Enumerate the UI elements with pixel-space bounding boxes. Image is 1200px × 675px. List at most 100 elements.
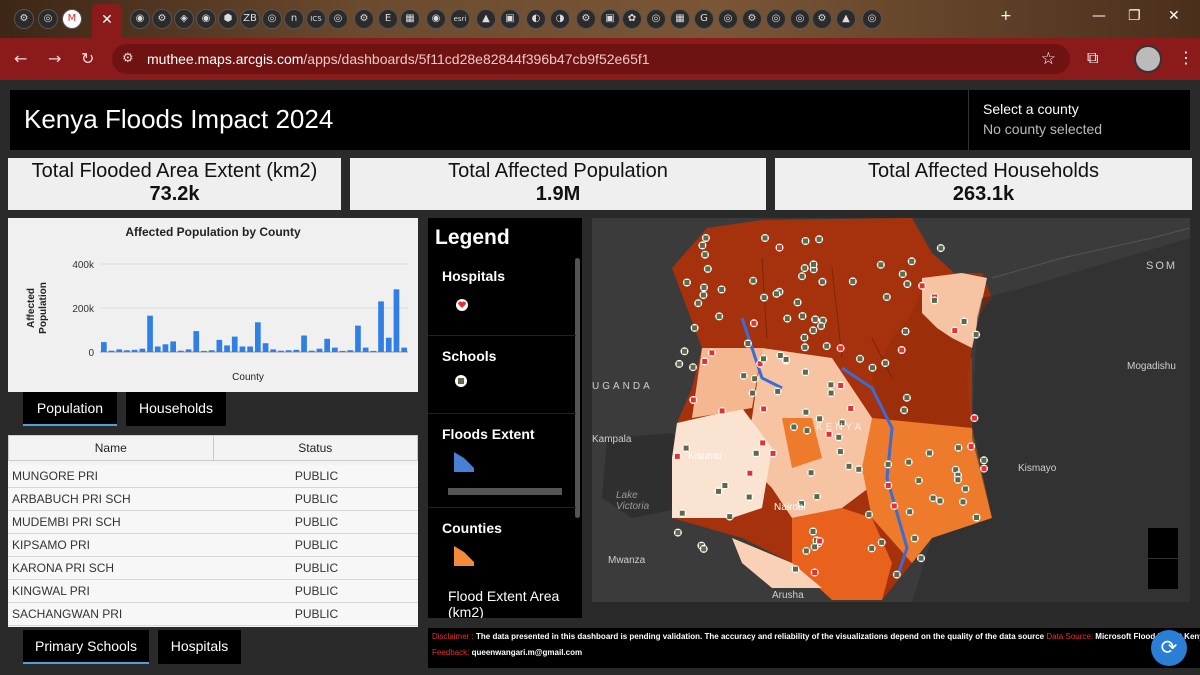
square-icon[interactable]: ▣ [500,9,520,29]
tab-households[interactable]: Households [126,392,226,426]
chart-bar[interactable] [347,350,354,352]
settings-icon[interactable]: ⚙ [354,9,374,29]
feedback-email[interactable]: queenwangari.m@gmail.com [471,648,583,657]
chart-bar[interactable] [401,347,407,352]
column-header-name[interactable]: Name [9,436,214,460]
table-row[interactable]: KARONA PRI SCH PUBLIC [8,557,418,580]
chart-bar[interactable] [170,341,176,352]
hex-icon[interactable]: ⬢ [218,9,238,29]
chart-bar[interactable] [178,350,184,352]
chart-bar[interactable] [208,350,215,352]
half-circle-icon[interactable]: ◐ [526,9,546,29]
chart-bar[interactable] [378,301,384,352]
chart-bar[interactable] [308,350,315,352]
chart-bar[interactable] [285,350,292,352]
globe-icon[interactable]: ◎ [790,9,810,29]
url-bar[interactable]: ⚙ muthee.maps.arcgis.com/apps/dashboards… [112,44,1070,74]
table-row[interactable]: KIPSAMO PRI PUBLIC [8,534,418,557]
n-icon[interactable]: n [284,9,304,29]
triangle-icon[interactable]: ▲ [476,9,496,29]
chart-bar[interactable] [193,331,200,352]
map-zoom-in-button[interactable] [1148,528,1178,558]
chart-bar[interactable] [293,349,300,352]
tab-hospitals[interactable]: Hospitals [158,630,241,664]
flower-icon[interactable]: ✿ [622,9,642,29]
table-row[interactable]: SACHANGWAN PRI PUBLIC [8,603,418,626]
globe-icon[interactable]: ◉ [130,9,150,29]
chart-bar[interactable] [301,335,307,353]
table-row[interactable]: MUNGORE PRI PUBLIC [8,465,418,488]
ics-icon[interactable]: ICS [306,9,326,29]
globe-icon[interactable]: ◉ [196,9,216,29]
chart-bar[interactable] [162,344,169,352]
esri-icon[interactable]: esri [450,9,470,29]
e-icon[interactable]: E [378,9,398,29]
kenya-map[interactable]: SOM Mogadishu UGANDA Kampala KENYA Kisum… [592,218,1190,602]
shield-icon[interactable]: ◈ [174,9,194,29]
drive-icon[interactable]: ▲ [836,9,856,29]
chart-bar[interactable] [355,325,361,352]
chart-bar[interactable] [185,349,192,352]
county-selector-value[interactable]: No county selected [983,121,1103,137]
chart-bar[interactable] [131,349,138,352]
globe-icon[interactable]: ◎ [766,9,786,29]
chart-bar[interactable] [224,345,230,352]
chart-bar[interactable] [332,347,338,352]
table-row[interactable]: MUDEMBI PRI SCH PUBLIC [8,511,418,534]
forward-icon[interactable]: → [48,49,62,68]
globe-icon[interactable]: ◎ [646,9,666,29]
chart-bar[interactable] [116,349,123,352]
new-tab-button[interactable]: + [1000,8,1012,24]
legend-scrollbar[interactable] [575,258,580,518]
grid-icon[interactable]: ▦ [400,9,420,29]
menu-icon[interactable]: ⋮ [1178,48,1194,67]
back-icon[interactable]: ← [14,49,28,68]
chart-bar[interactable] [154,346,161,353]
square-icon[interactable]: ▣ [600,9,620,29]
chart-bar[interactable] [201,350,207,352]
legend-hscrollbar[interactable] [448,488,562,495]
chart-bar[interactable] [385,337,392,352]
zb-icon[interactable]: ZB [240,9,260,29]
chart-bar[interactable] [362,347,369,352]
url-text[interactable]: muthee.maps.arcgis.com/apps/dashboards/5… [147,51,650,67]
chart-bar[interactable] [139,348,146,352]
chart-bar[interactable] [108,350,115,352]
chart-bar[interactable] [101,342,107,352]
column-header-status[interactable]: Status [298,441,333,455]
chart-bar[interactable] [255,322,261,352]
restore-icon[interactable]: ❐ [1128,8,1141,24]
close-window-icon[interactable]: ✕ [1168,8,1180,24]
table-row[interactable]: ARBABUCH PRI SCH PUBLIC [8,488,418,511]
chart-bar[interactable] [339,350,346,352]
chart-bar[interactable] [370,350,377,352]
chart-bar[interactable] [316,348,323,352]
globe-icon[interactable]: ◉ [426,9,446,29]
chart-bar[interactable] [324,338,330,352]
chart-bar[interactable] [262,343,269,352]
chart-bar[interactable] [278,350,284,352]
map-markers[interactable] [673,234,988,579]
site-info-icon[interactable]: ⚙ [122,51,134,66]
reload-icon[interactable]: ↻ [81,49,95,68]
active-tab[interactable]: ✕ [92,4,122,38]
settings-icon[interactable]: ⚙ [576,9,596,29]
county-selector[interactable]: Select a county No county selected [968,90,1190,150]
chrome-icon[interactable]: ◎ [862,9,882,29]
chart-bar[interactable] [270,349,277,352]
population-bar-chart[interactable]: Affected Population by County County Aff… [8,218,418,392]
chart-bar[interactable] [393,289,400,352]
profile-avatar[interactable] [1134,45,1162,73]
extensions-icon[interactable]: ⧉ [1087,48,1099,67]
map-zoom-out-button[interactable] [1148,559,1178,589]
google-icon[interactable]: G [694,9,714,29]
settings-icon[interactable]: ⚙ [812,9,832,29]
grid-icon[interactable]: ▦ [670,9,690,29]
favicon-settings-icon[interactable]: ⚙ [14,9,34,29]
tab-primary-schools[interactable]: Primary Schools [23,630,149,664]
chart-bar[interactable] [216,339,223,352]
tab-population[interactable]: Population [23,392,117,426]
globe-tab-icon[interactable]: ◎ [38,9,58,29]
chart-bar[interactable] [124,350,130,352]
globe-icon[interactable]: ◎ [328,9,348,29]
